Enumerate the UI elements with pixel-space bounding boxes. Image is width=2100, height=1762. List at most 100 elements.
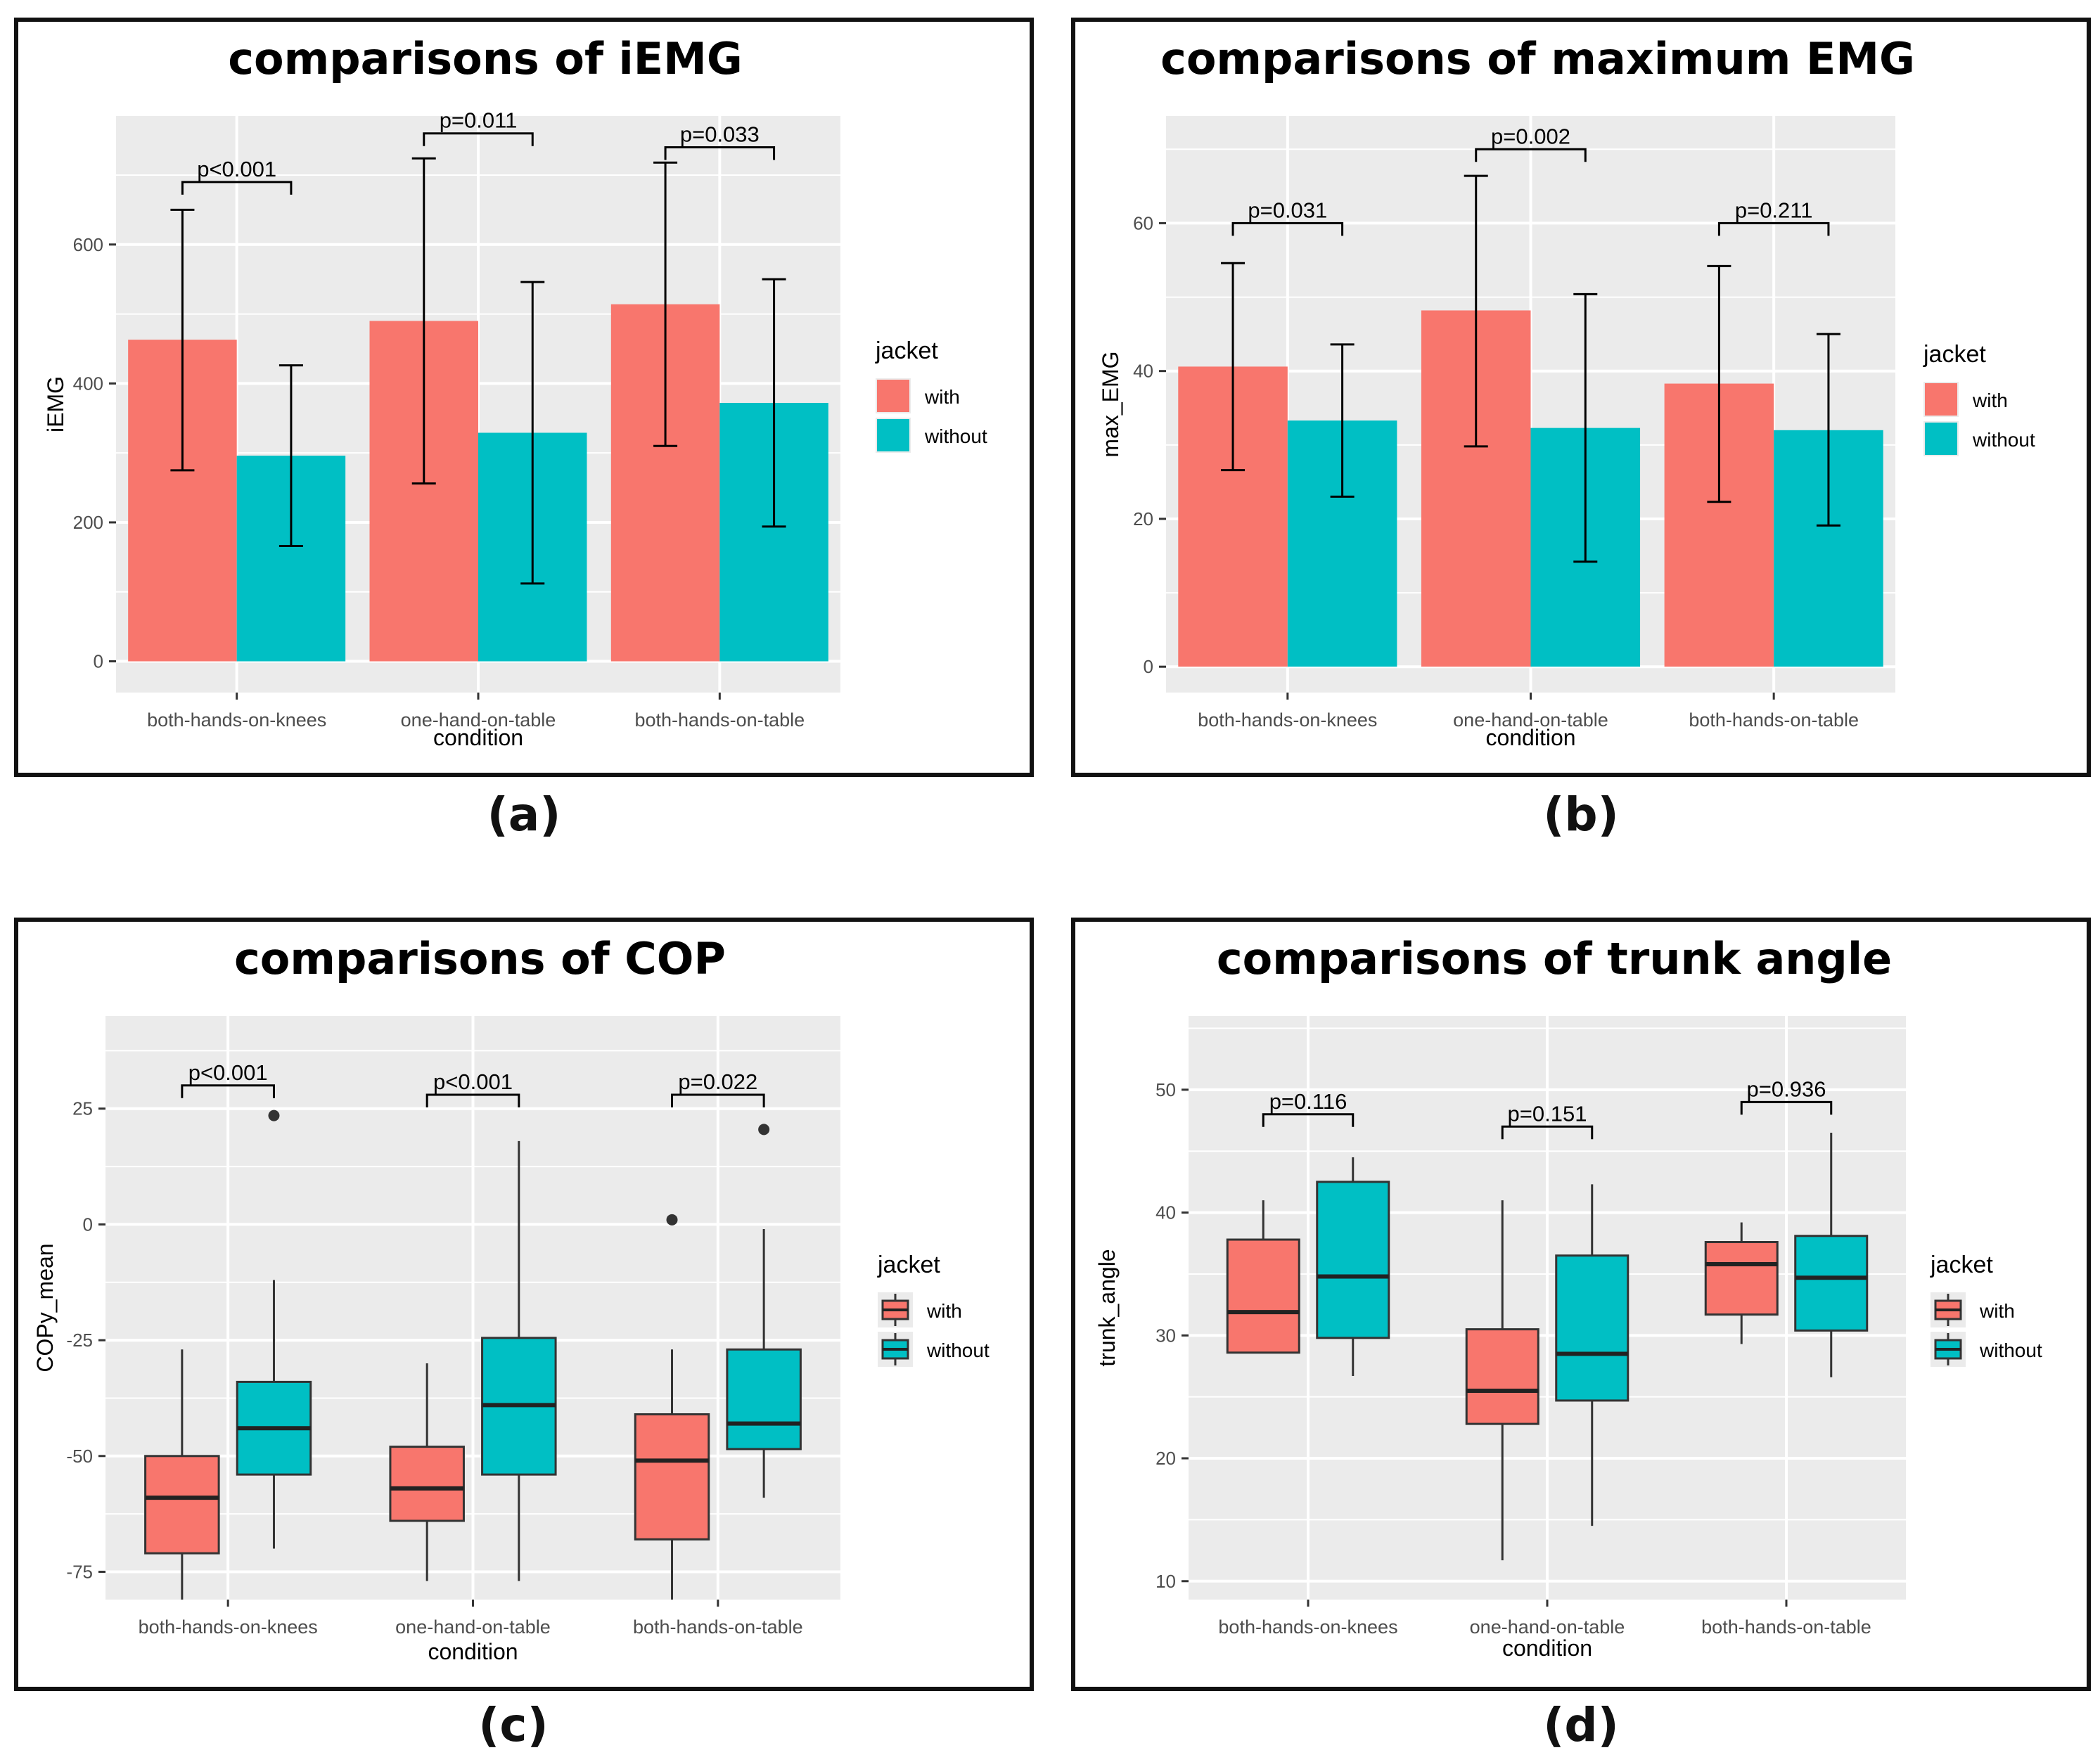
y-tick-label: 40 [1155, 1202, 1176, 1223]
y-tick-label: 0 [94, 651, 103, 672]
legend-label-with: with [924, 386, 960, 408]
legend-swatch-without [877, 419, 909, 451]
legend-title: jacket [1923, 341, 1986, 368]
y-tick-label: 20 [1133, 508, 1153, 529]
y-tick-label: 50 [1155, 1079, 1176, 1100]
x-tick-label: both-hands-on-table [1689, 709, 1859, 731]
x-axis-label: condition [428, 1639, 518, 1664]
legend-label-without: without [1979, 1339, 2042, 1361]
x-tick-label: both-hands-on-knees [139, 1616, 318, 1638]
y-axis-label: iEMG [43, 376, 68, 432]
box-with-1 [389, 1446, 465, 1522]
x-tick-label: both-hands-on-table [634, 709, 805, 731]
legend-swatch-with [1925, 383, 1957, 416]
outlier-point [758, 1124, 770, 1136]
significance-bracket [1231, 221, 1344, 236]
y-tick-label: 0 [83, 1214, 93, 1235]
x-tick-label: both-hands-on-table [633, 1616, 803, 1638]
legend-swatch-with [877, 380, 909, 412]
significance-bracket [1740, 1100, 1833, 1115]
significance-label: p=0.211 [1735, 198, 1813, 222]
box-without-1 [1555, 1254, 1630, 1402]
significance-label: p<0.001 [197, 157, 276, 181]
x-tick-label: one-hand-on-table [1453, 709, 1608, 731]
caption-d: (d) [1543, 1698, 1619, 1752]
x-tick-label: both-hands-on-table [1701, 1616, 1871, 1638]
box-without-2 [726, 1348, 802, 1451]
y-tick-label: 60 [1133, 212, 1153, 233]
box-with-2 [1704, 1241, 1779, 1316]
significance-bracket [425, 1093, 520, 1107]
legend-swatch-without [1925, 423, 1957, 455]
y-tick-label: 40 [1133, 361, 1153, 382]
box-without-2 [1794, 1235, 1869, 1332]
significance-bracket [664, 146, 776, 160]
significance-label: p=0.936 [1747, 1076, 1826, 1101]
y-axis-label: max_EMG [1098, 351, 1123, 457]
x-tick-label: one-hand-on-table [395, 1616, 551, 1638]
outlier-point [268, 1110, 280, 1121]
x-axis-label: condition [433, 725, 523, 750]
significance-bracket [1501, 1125, 1594, 1140]
box-without-0 [1316, 1181, 1390, 1339]
box-with-1 [1465, 1328, 1539, 1425]
significance-label: p=0.031 [1248, 198, 1327, 222]
significance-label: p=0.011 [440, 108, 518, 133]
significance-label: p=0.151 [1508, 1101, 1587, 1126]
x-tick-label: both-hands-on-knees [1198, 709, 1377, 731]
significance-label: p<0.001 [188, 1060, 268, 1085]
x-tick-label: one-hand-on-table [401, 709, 556, 731]
box-with-0 [1226, 1238, 1300, 1354]
chart-title: comparisons of trunk angle [1217, 933, 1892, 984]
legend-title: jacket [1930, 1252, 1993, 1278]
box-with-2 [634, 1413, 710, 1541]
y-tick-label: 600 [73, 234, 103, 255]
legend-label-without: without [924, 425, 987, 447]
significance-bracket [1717, 221, 1830, 236]
y-tick-label: -75 [66, 1561, 93, 1582]
x-axis-label: condition [1502, 1635, 1592, 1661]
legend-label-with: with [1972, 390, 2008, 411]
y-tick-label: -50 [66, 1446, 93, 1467]
legend-title: jacket [875, 337, 938, 364]
y-tick-label: 30 [1155, 1325, 1176, 1346]
significance-bracket [423, 132, 534, 146]
y-tick-label: 200 [73, 512, 103, 533]
y-tick-label: 20 [1155, 1448, 1176, 1469]
x-axis-label: condition [1485, 725, 1575, 750]
x-tick-label: one-hand-on-table [1470, 1616, 1625, 1638]
legend-label-with: with [1979, 1300, 2015, 1322]
y-tick-label: 10 [1155, 1571, 1176, 1592]
y-tick-label: 400 [73, 373, 103, 394]
significance-label: p=0.033 [680, 122, 760, 146]
significance-bracket [181, 181, 293, 195]
legend-label-with: with [926, 1300, 962, 1322]
chart-title: comparisons of COP [234, 933, 726, 984]
significance-label: p=0.002 [1491, 124, 1570, 148]
significance-bracket [1262, 1113, 1355, 1127]
caption-a: (a) [487, 787, 561, 842]
significance-bracket [1475, 148, 1587, 162]
significance-bracket [671, 1093, 765, 1107]
outlier-point [666, 1214, 678, 1226]
significance-bracket [181, 1084, 275, 1098]
y-tick-label: -25 [66, 1330, 93, 1351]
legend-label-without: without [1972, 429, 2035, 451]
significance-label: p=0.116 [1269, 1089, 1347, 1114]
box-with-0 [144, 1455, 220, 1555]
chart-title: comparisons of maximum EMG [1160, 33, 1915, 84]
significance-label: p<0.001 [433, 1069, 513, 1094]
legend-title: jacket [877, 1252, 940, 1278]
x-tick-label: both-hands-on-knees [147, 709, 326, 731]
caption-c: (c) [478, 1698, 549, 1752]
y-axis-label: COPy_mean [32, 1243, 58, 1372]
x-tick-label: both-hands-on-knees [1218, 1616, 1397, 1638]
y-tick-label: 0 [1144, 656, 1153, 677]
caption-b: (b) [1543, 787, 1619, 842]
chart-title: comparisons of iEMG [228, 33, 742, 84]
y-tick-label: 25 [72, 1098, 93, 1119]
